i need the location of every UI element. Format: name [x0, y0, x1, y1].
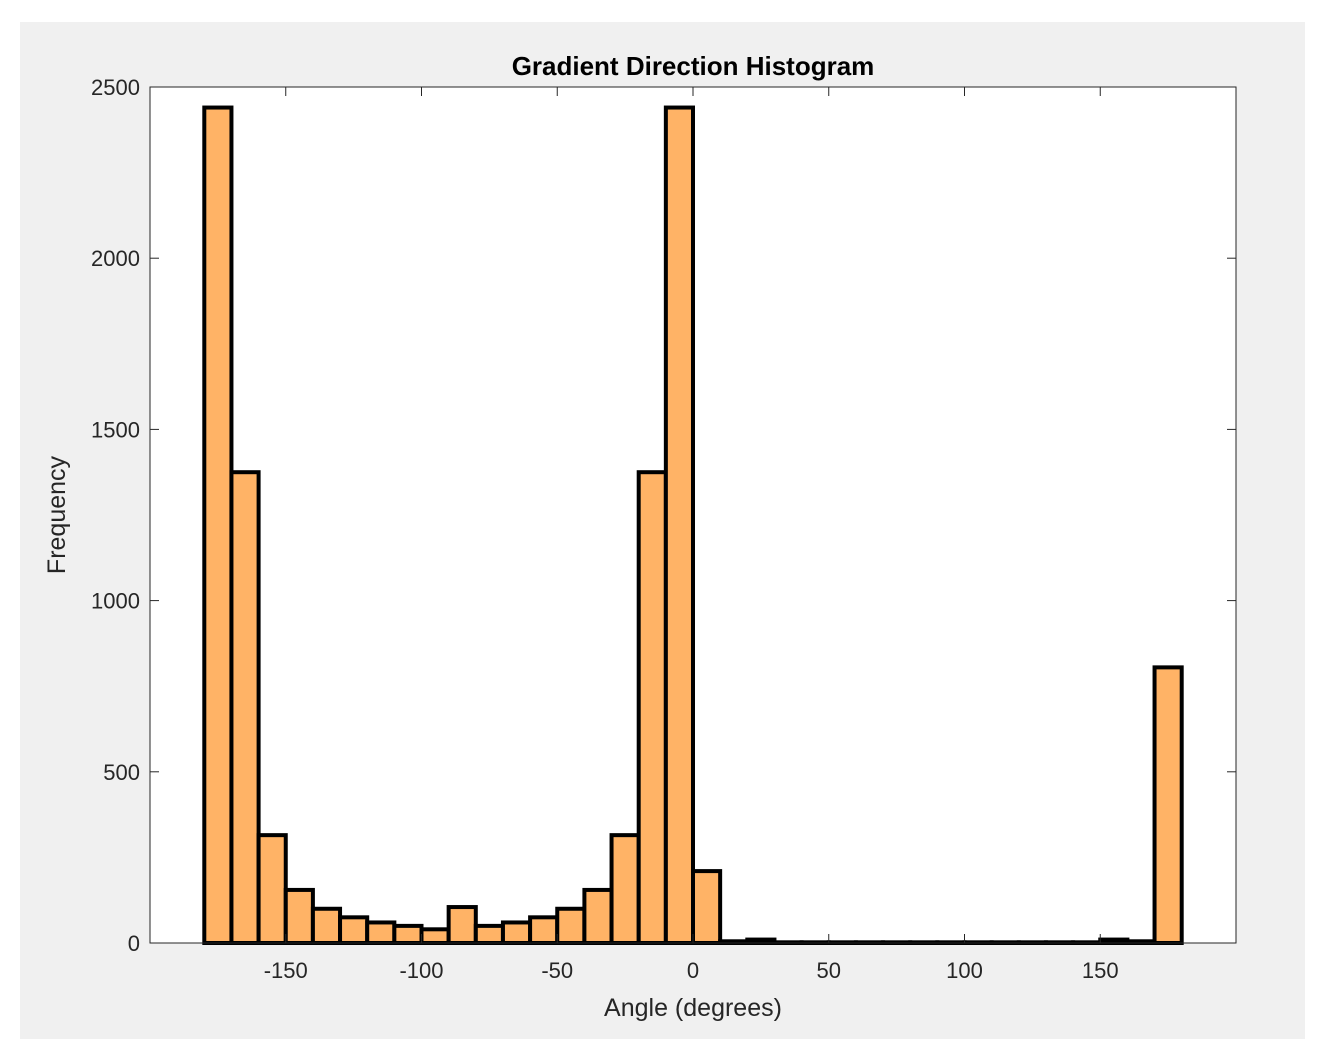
- y-tick-label: 0: [128, 931, 140, 956]
- histogram-bar: [691, 869, 723, 946]
- histogram-bar: [229, 470, 261, 945]
- histogram-bar: [609, 833, 641, 945]
- histogram-bar: [365, 920, 397, 945]
- x-tick-label: -100: [399, 958, 443, 983]
- histogram-bar: [338, 915, 370, 946]
- x-axis-label: Angle (degrees): [604, 994, 782, 1022]
- histogram-bar: [310, 906, 343, 946]
- histogram-bar: [582, 887, 614, 945]
- histogram-bar: [500, 920, 533, 945]
- histogram-bar: [473, 923, 505, 946]
- y-axis-label: Frequency: [43, 455, 71, 574]
- x-tick-label: 150: [1082, 958, 1119, 983]
- x-tick-label: -150: [264, 958, 308, 983]
- histogram-bar: [745, 937, 777, 945]
- histogram-bar: [636, 470, 668, 945]
- histogram-bar: [446, 905, 478, 945]
- histogram-bar: [392, 923, 424, 946]
- histogram-bar: [1098, 937, 1130, 945]
- y-tick-label: 2500: [91, 75, 140, 100]
- histogram-bar: [419, 927, 451, 946]
- y-tick-label: 500: [103, 760, 140, 785]
- histogram-bar: [663, 105, 695, 945]
- histogram-bar: [283, 887, 315, 945]
- histogram-bar: [256, 833, 288, 945]
- histogram-bar: [555, 906, 587, 946]
- histogram-bar: [1152, 665, 1184, 945]
- y-tick-label: 2000: [91, 246, 140, 271]
- y-tick-label: 1500: [91, 417, 140, 442]
- x-tick-label: 50: [817, 958, 841, 983]
- x-tick-label: 100: [946, 958, 983, 983]
- chart-title: Gradient Direction Histogram: [512, 51, 875, 81]
- x-tick-label: -50: [541, 958, 573, 983]
- y-tick-label: 1000: [91, 589, 140, 614]
- x-tick-label: 0: [687, 958, 699, 983]
- histogram-bar: [202, 105, 234, 945]
- histogram-bar: [528, 915, 560, 946]
